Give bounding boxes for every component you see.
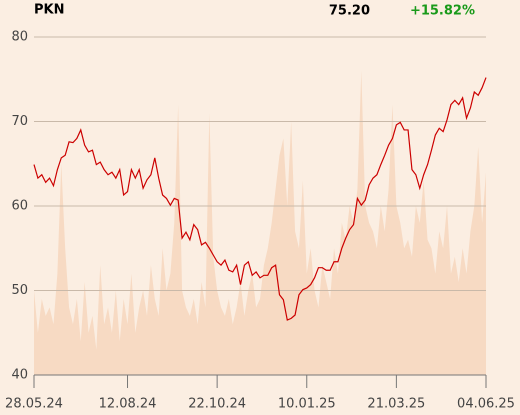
y-tick-label: 70 <box>11 114 28 129</box>
y-tick-label: 80 <box>11 30 28 45</box>
x-tick-label: 04.06.25 <box>457 397 515 412</box>
x-tick-label: 22.10.24 <box>188 397 246 412</box>
x-tick-label: 10.01.25 <box>278 397 336 412</box>
symbol: PKN <box>34 3 64 18</box>
y-tick-label: 60 <box>11 199 28 214</box>
y-tick-label: 40 <box>11 368 28 383</box>
change: +15.82% <box>410 4 475 19</box>
volume-area <box>34 70 486 376</box>
x-tick-label: 12.08.24 <box>99 397 157 412</box>
x-tick-label: 28.05.24 <box>5 397 63 412</box>
x-tick-label: 21.03.25 <box>367 397 425 412</box>
y-tick-label: 50 <box>11 283 28 298</box>
price-line <box>33 77 487 321</box>
last-price: 75.20 <box>329 4 370 19</box>
